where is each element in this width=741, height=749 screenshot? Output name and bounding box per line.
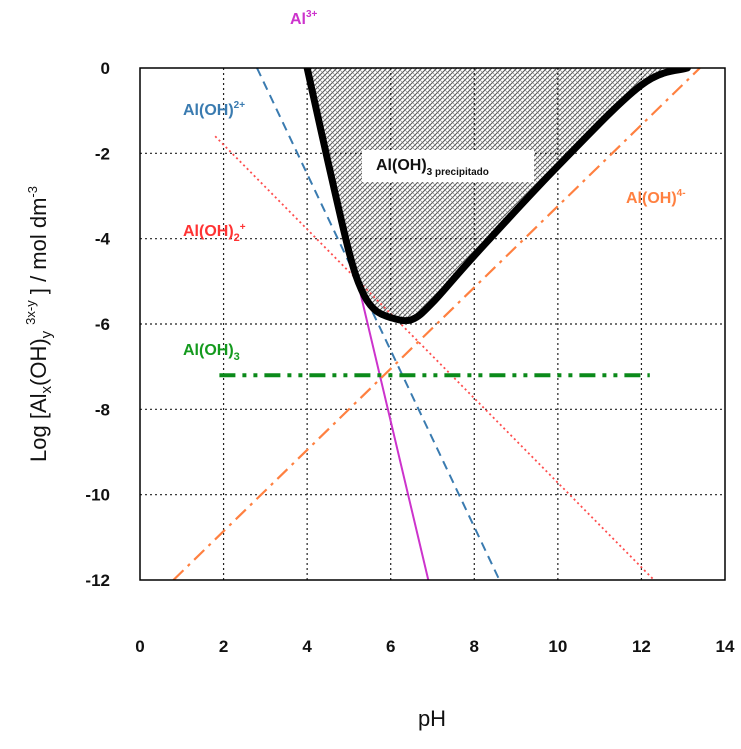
x-tick-label: 2 xyxy=(219,637,228,656)
y-axis-title-sup-end: -3 xyxy=(25,186,40,198)
label-aloh3: Al(OH)3 xyxy=(183,342,240,363)
solubility-boundary-layer xyxy=(303,68,691,325)
label-al3-plus-sup: 3+ xyxy=(306,9,318,20)
label-precipitate: Al(OH)3 precipitado xyxy=(376,157,489,178)
solubility-boundary-line xyxy=(303,68,691,325)
plot-frame xyxy=(139,67,726,581)
label-aloh3-sub: 3 xyxy=(234,351,240,363)
label-aloh-2plus-sup: 2+ xyxy=(234,100,246,111)
series-layer xyxy=(172,68,701,580)
series-line-2 xyxy=(214,135,655,580)
x-axis-title: pH xyxy=(418,706,446,731)
label-aloh3-main: Al(OH) xyxy=(183,342,234,359)
y-tick-label: -12 xyxy=(85,571,110,590)
x-tick-label: 14 xyxy=(716,637,735,656)
label-precipitate-sub: 3 precipitado xyxy=(427,167,489,178)
label-aloh2-plus-sup: + xyxy=(240,222,246,233)
precipitate-label-box xyxy=(362,150,534,182)
y-axis-title-prefix: Log [Al xyxy=(26,393,51,462)
y-axis-title-mid: (OH) xyxy=(26,338,51,386)
y-axis-title-sup: 3x-y xyxy=(23,300,38,325)
x-tick-label: 0 xyxy=(135,637,144,656)
label-precipitate-main: Al(OH) xyxy=(376,157,427,174)
y-tick-label: -10 xyxy=(85,486,110,505)
y-axis-title-suffix: ] / mol dm xyxy=(26,198,51,301)
label-aloh4-minus-sup: 4- xyxy=(677,188,686,199)
plot-frame-layer xyxy=(139,67,726,581)
y-axis-title-sub-x: x xyxy=(38,385,55,393)
series-line-4 xyxy=(172,68,701,580)
label-aloh2-plus-sub: 2 xyxy=(234,232,240,244)
tick-label-layer: 0 2 4 6 8 10 12 14 0 -2 -4 -6 -8 -10 -12 xyxy=(85,59,735,656)
y-axis-title-sub-y: y xyxy=(38,330,55,338)
label-aloh2-plus-main: Al(OH) xyxy=(183,223,234,240)
y-tick-label: 0 xyxy=(101,59,110,78)
x-tick-label: 6 xyxy=(386,637,395,656)
y-axis-title: Log [Alx(OH)y3x-y ] / mol dm-3 xyxy=(23,186,55,462)
series-line-1 xyxy=(256,68,501,580)
label-aloh-2plus: Al(OH)2+ xyxy=(183,100,245,119)
x-tick-label: 10 xyxy=(548,637,567,656)
y-tick-label: -8 xyxy=(95,400,110,419)
x-tick-label: 12 xyxy=(632,637,651,656)
y-tick-label: -2 xyxy=(95,144,110,163)
label-aloh4-minus: Al(OH)4- xyxy=(626,188,686,207)
x-tick-label: 8 xyxy=(470,637,479,656)
y-tick-label: -4 xyxy=(95,230,111,249)
y-tick-label: -6 xyxy=(95,315,110,334)
label-aloh4-minus-main: Al(OH) xyxy=(626,190,677,207)
label-al3-plus-main: Al xyxy=(290,11,306,28)
label-al3-plus: Al3+ xyxy=(290,9,318,28)
x-tick-label: 4 xyxy=(302,637,312,656)
label-aloh2-plus: Al(OH)2+ xyxy=(183,222,246,244)
label-aloh-2plus-main: Al(OH) xyxy=(183,102,234,119)
